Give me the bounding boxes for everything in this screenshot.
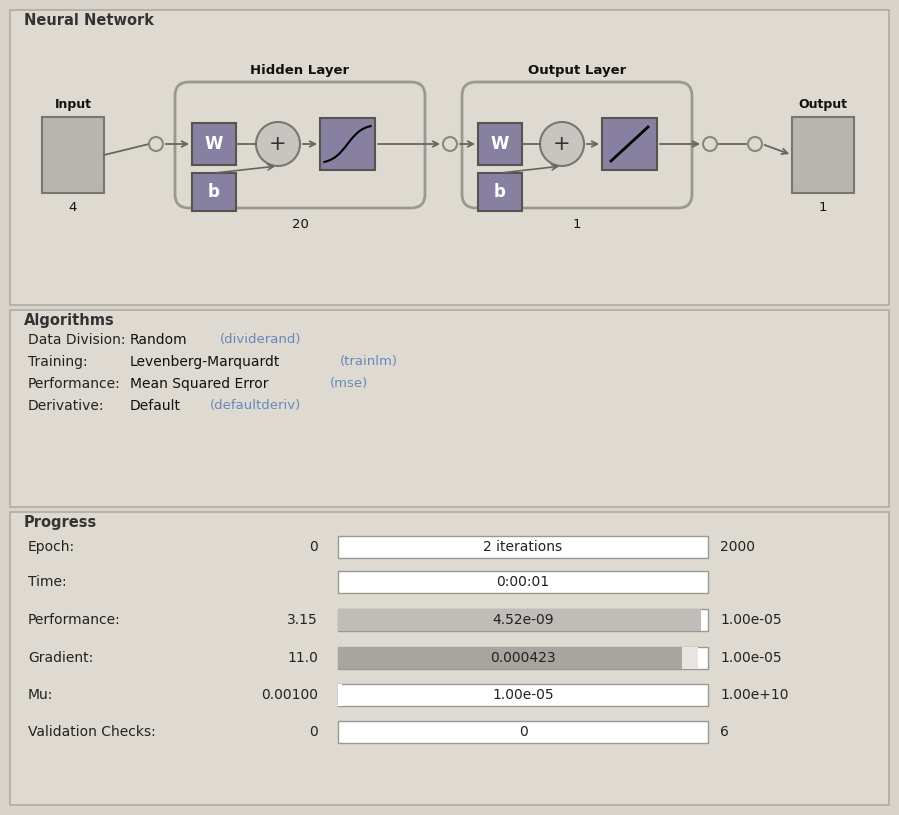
Circle shape — [703, 137, 717, 151]
Text: 0.000423: 0.000423 — [490, 651, 556, 665]
Bar — [320, 118, 375, 170]
Text: W: W — [205, 135, 223, 153]
Text: +: + — [553, 134, 571, 154]
Bar — [192, 173, 236, 211]
Bar — [10, 512, 889, 805]
Text: 1.00e-05: 1.00e-05 — [492, 688, 554, 702]
Bar — [792, 117, 854, 193]
Bar — [602, 118, 657, 170]
Bar — [338, 536, 708, 558]
Text: Default: Default — [130, 399, 181, 413]
Text: Algorithms: Algorithms — [24, 313, 115, 328]
Text: Gradient:: Gradient: — [28, 651, 93, 665]
Bar — [338, 684, 708, 706]
Text: Data Division:: Data Division: — [28, 333, 126, 347]
Text: Input: Input — [55, 98, 92, 111]
Bar — [478, 123, 522, 165]
Text: 11.0: 11.0 — [287, 651, 318, 665]
Text: Derivative:: Derivative: — [28, 399, 104, 413]
Text: 0:00:01: 0:00:01 — [496, 575, 549, 589]
Text: 1.00e-05: 1.00e-05 — [720, 613, 781, 627]
Bar — [338, 721, 708, 743]
Circle shape — [443, 137, 457, 151]
Text: 0: 0 — [309, 540, 318, 554]
FancyBboxPatch shape — [462, 82, 692, 208]
Text: 3.15: 3.15 — [288, 613, 318, 627]
Text: b: b — [494, 183, 506, 201]
Text: 6: 6 — [720, 725, 729, 739]
Text: 2 iterations: 2 iterations — [484, 540, 563, 554]
Bar — [478, 173, 522, 211]
Bar — [338, 647, 708, 669]
Text: W: W — [491, 135, 509, 153]
Bar — [338, 684, 342, 706]
Text: (trainlm): (trainlm) — [340, 355, 398, 368]
Text: Training:: Training: — [28, 355, 87, 369]
Text: 0.00100: 0.00100 — [261, 688, 318, 702]
Circle shape — [149, 137, 163, 151]
Bar — [10, 10, 889, 305]
Text: 1.00e+10: 1.00e+10 — [720, 688, 788, 702]
Circle shape — [748, 137, 762, 151]
Text: Levenberg-Marquardt: Levenberg-Marquardt — [130, 355, 280, 369]
Text: Validation Checks:: Validation Checks: — [28, 725, 156, 739]
Text: 1: 1 — [573, 218, 582, 231]
Text: Mean Squared Error: Mean Squared Error — [130, 377, 269, 391]
Circle shape — [256, 122, 300, 166]
Bar — [338, 647, 682, 669]
FancyBboxPatch shape — [175, 82, 425, 208]
Bar — [338, 571, 708, 593]
Text: Output: Output — [798, 98, 848, 111]
Text: Random: Random — [130, 333, 188, 347]
Text: Mu:: Mu: — [28, 688, 53, 702]
Text: Performance:: Performance: — [28, 377, 120, 391]
Text: 2000: 2000 — [720, 540, 755, 554]
Text: b: b — [208, 183, 220, 201]
Text: Performance:: Performance: — [28, 613, 120, 627]
Text: 20: 20 — [291, 218, 308, 231]
Text: 0: 0 — [309, 725, 318, 739]
Text: Progress: Progress — [24, 515, 97, 530]
Bar — [338, 609, 708, 631]
Text: Time:: Time: — [28, 575, 67, 589]
Text: 0: 0 — [519, 725, 528, 739]
Bar — [682, 647, 698, 669]
Text: Epoch:: Epoch: — [28, 540, 76, 554]
Text: Neural Network: Neural Network — [24, 13, 154, 28]
Text: +: + — [269, 134, 287, 154]
Text: (defaultderiv): (defaultderiv) — [210, 399, 301, 412]
Text: 4.52e-09: 4.52e-09 — [492, 613, 554, 627]
Circle shape — [540, 122, 584, 166]
Text: (mse): (mse) — [330, 377, 369, 390]
Text: Hidden Layer: Hidden Layer — [251, 64, 350, 77]
Bar — [192, 123, 236, 165]
Text: (dividerand): (dividerand) — [220, 333, 301, 346]
Text: Output Layer: Output Layer — [528, 64, 626, 77]
Bar — [10, 310, 889, 507]
Text: 1.00e-05: 1.00e-05 — [720, 651, 781, 665]
Text: 4: 4 — [69, 201, 77, 214]
Bar — [338, 609, 700, 631]
Bar — [42, 117, 104, 193]
Text: 1: 1 — [819, 201, 827, 214]
